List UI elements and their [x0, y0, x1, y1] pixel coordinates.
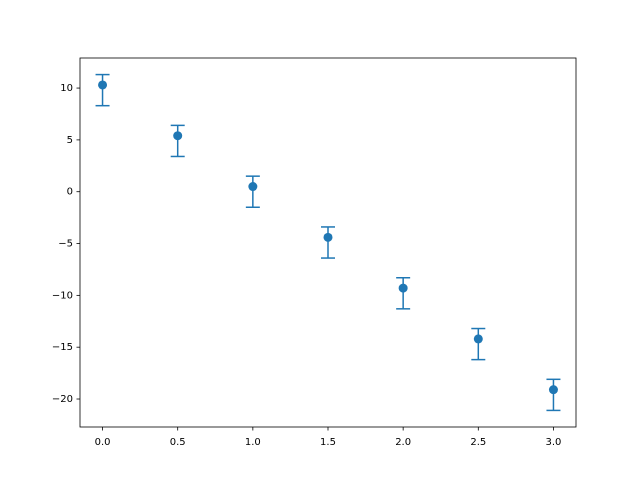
- y-tick-label: −5: [58, 239, 73, 250]
- x-tick-label: 0.0: [95, 437, 111, 448]
- data-point: [323, 232, 333, 242]
- y-tick-label: 10: [60, 83, 73, 94]
- x-tick-label: 3.0: [546, 437, 562, 448]
- data-point: [548, 385, 558, 395]
- x-tick-label: 2.5: [470, 437, 486, 448]
- x-tick-label: 0.5: [170, 437, 186, 448]
- data-point: [473, 334, 483, 344]
- data-point: [98, 80, 108, 90]
- data-point: [398, 283, 408, 293]
- x-tick-label: 1.0: [245, 437, 261, 448]
- data-point: [248, 182, 258, 192]
- x-tick-label: 2.0: [395, 437, 411, 448]
- y-tick-label: 0: [67, 187, 73, 198]
- y-tick-label: 5: [67, 135, 73, 146]
- x-tick-label: 1.5: [320, 437, 336, 448]
- y-tick-label: −10: [52, 290, 73, 301]
- y-tick-label: −20: [52, 394, 73, 405]
- data-point: [173, 131, 183, 141]
- y-tick-label: −15: [52, 342, 73, 353]
